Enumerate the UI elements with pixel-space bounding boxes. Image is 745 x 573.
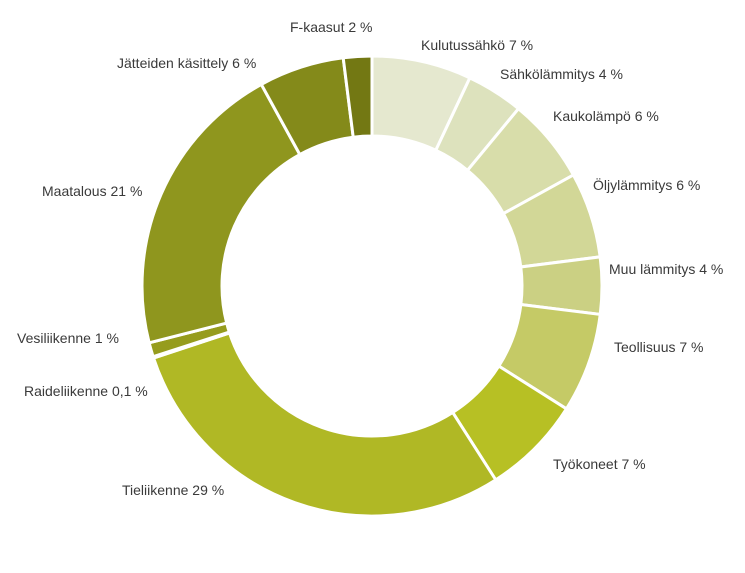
- segment-label: Jätteiden käsittely 6 %: [117, 55, 257, 71]
- segment-label: Kulutussähkö 7 %: [421, 37, 534, 53]
- segment-label: Vesiliikenne 1 %: [17, 330, 119, 346]
- segment-label: Muu lämmitys 4 %: [609, 261, 724, 277]
- donut-segment-10: [140, 82, 302, 345]
- segment-label: Tieliikenne 29 %: [122, 482, 225, 498]
- segment-label: Teollisuus 7 %: [614, 339, 704, 355]
- segment-label: Työkoneet 7 %: [553, 456, 646, 472]
- segment-label: Maatalous 21 %: [42, 183, 143, 199]
- donut-segment-12: [341, 54, 374, 139]
- segment-label: F-kaasut 2 %: [290, 19, 373, 35]
- segment-label: Öljylämmitys 6 %: [593, 177, 701, 193]
- segment-label: Sähkölämmitys 4 %: [500, 66, 623, 82]
- segment-label: Raideliikenne 0,1 %: [24, 383, 148, 399]
- segment-label: Kaukolämpö 6 %: [553, 108, 659, 124]
- donut-segment-7: [151, 331, 498, 518]
